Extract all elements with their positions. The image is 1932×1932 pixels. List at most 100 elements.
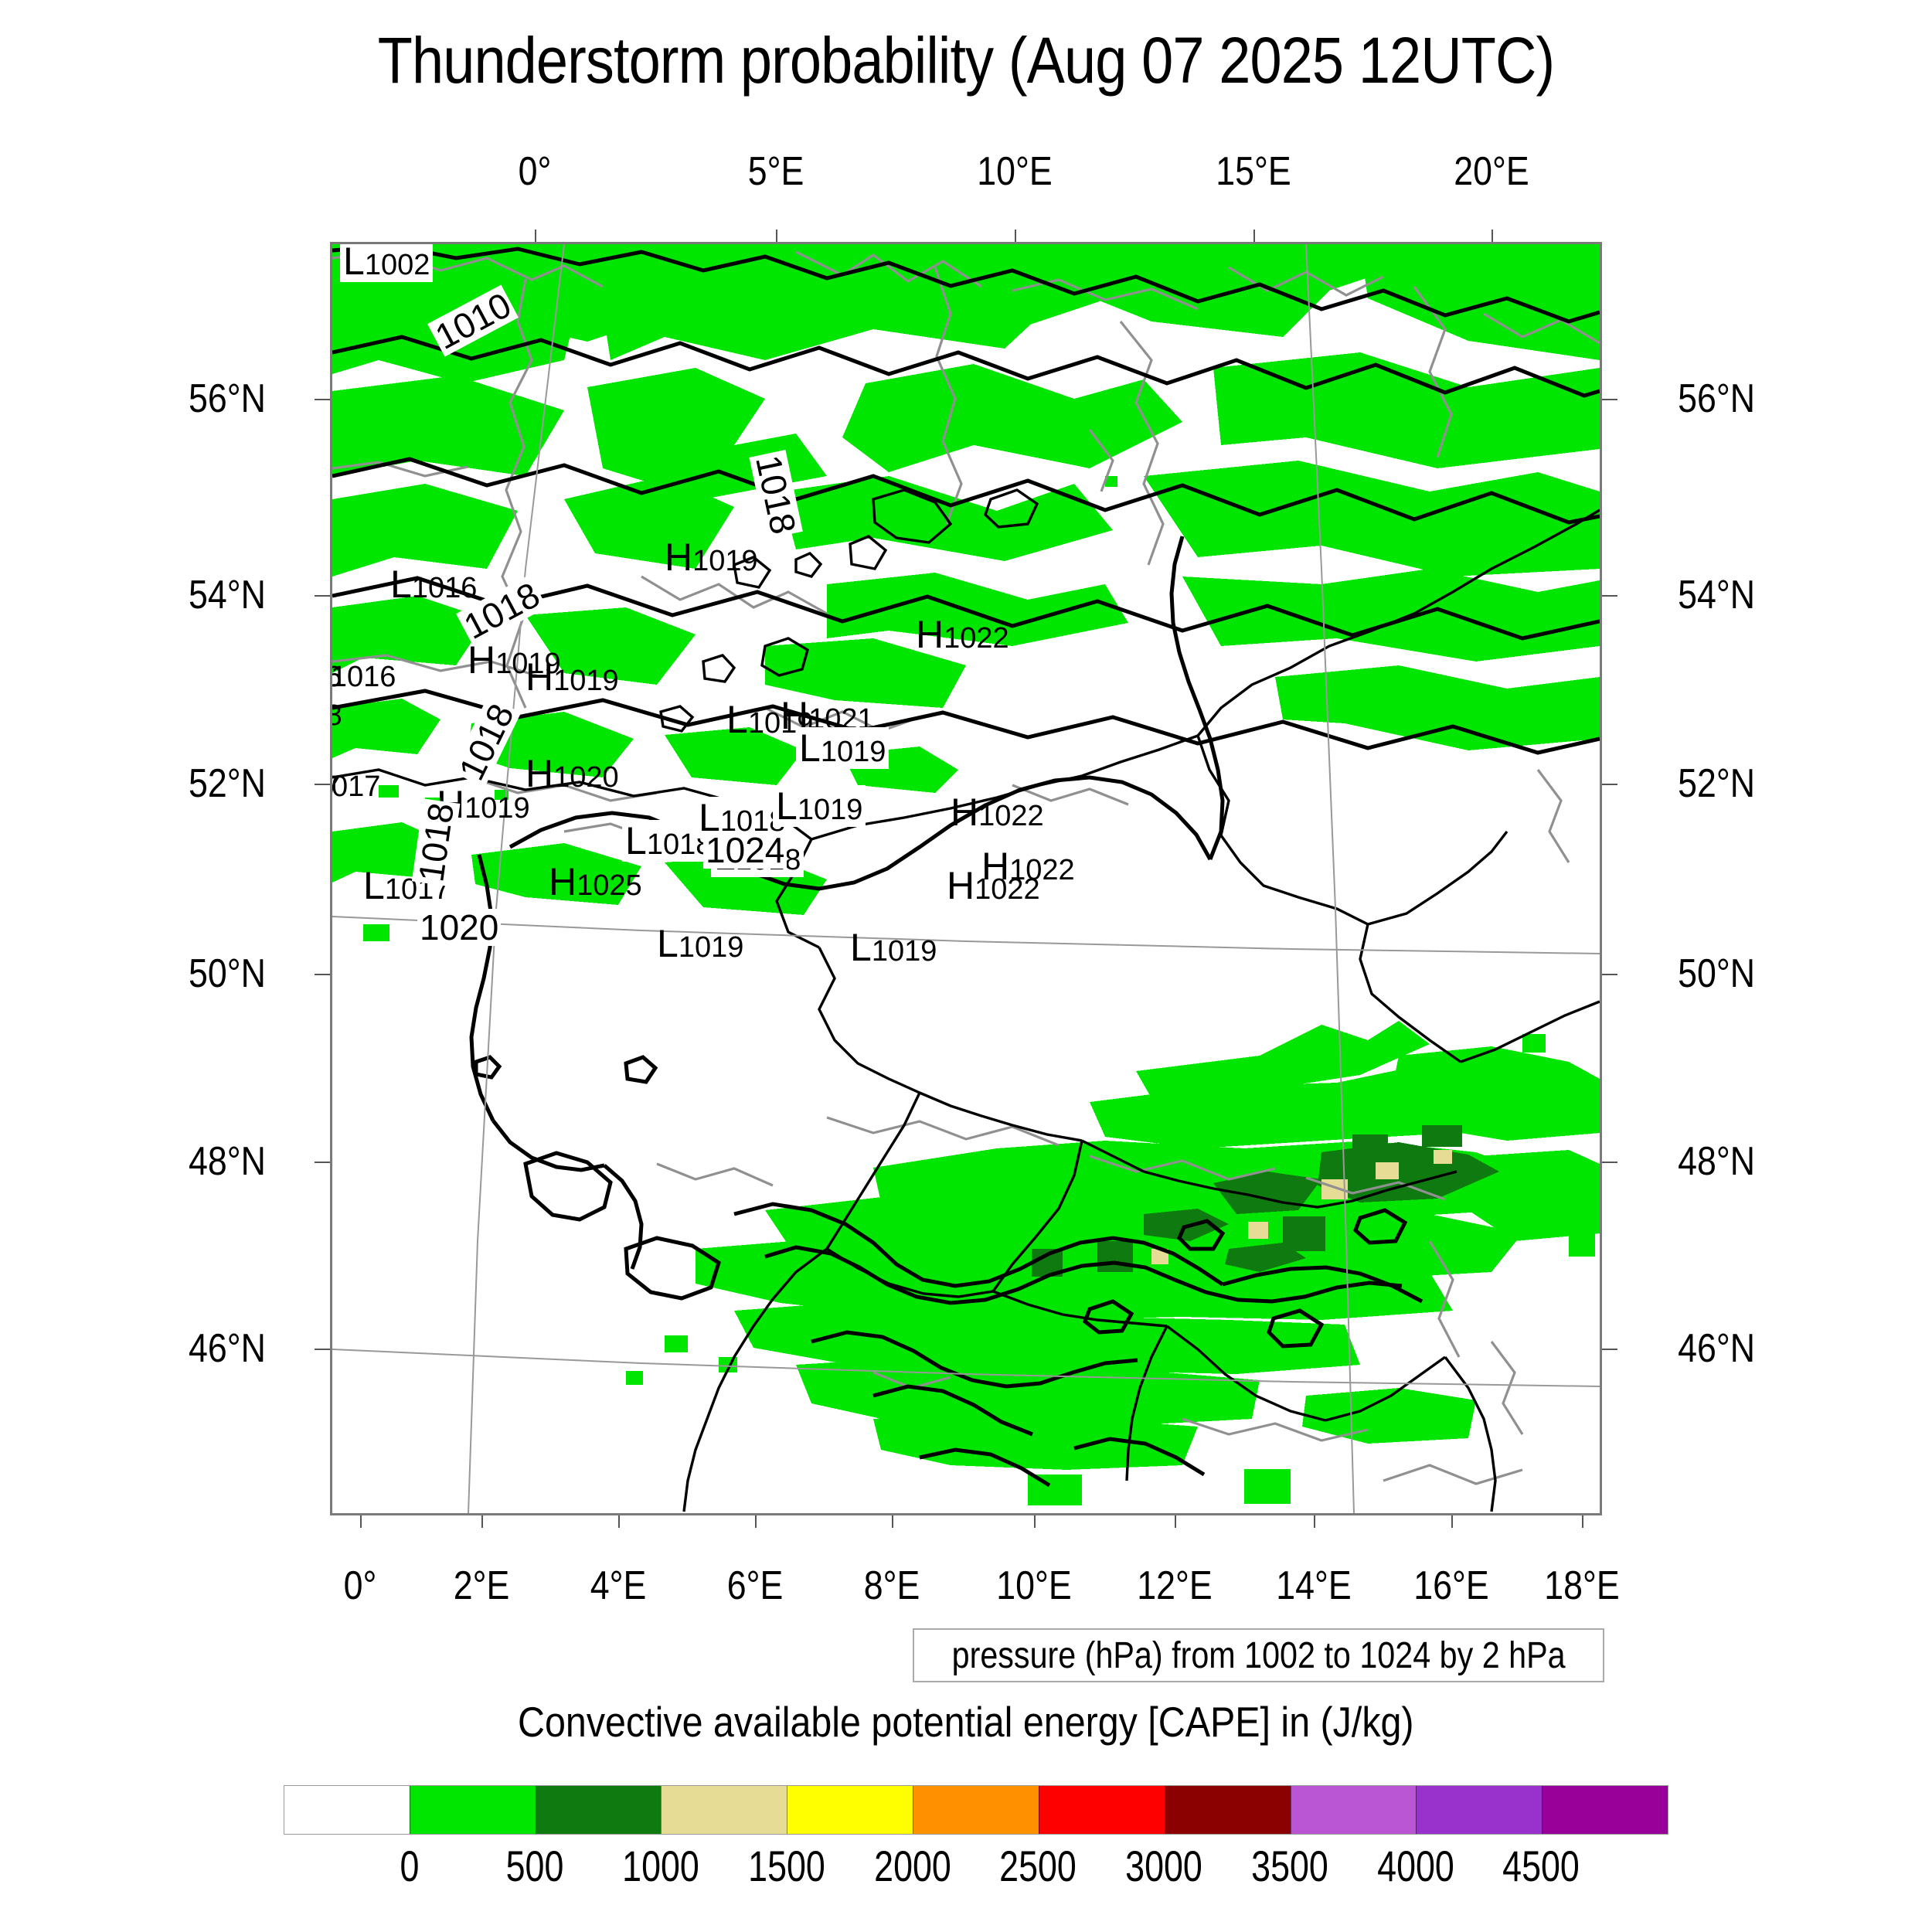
low-pressure-marker: L1016	[332, 654, 342, 692]
pressure-marker-value: 1002	[364, 249, 430, 281]
high-pressure-marker: H1019	[468, 641, 561, 679]
axis-right-label: 52°N	[1678, 761, 1756, 806]
pressure-marker-type: L	[799, 726, 821, 770]
pressure-marker-value: 1017	[332, 770, 341, 803]
tick-right	[1602, 784, 1617, 785]
high-pressure-marker: H1020	[526, 754, 619, 793]
colorbar-swatch[interactable]	[409, 1786, 536, 1834]
colorbar-swatch[interactable]	[1164, 1786, 1291, 1834]
pressure-marker-value: 1019	[495, 648, 561, 680]
cape-shading-khaki	[1151, 1150, 1452, 1264]
high-pressure-marker: H1017	[332, 764, 341, 803]
pressure-marker-value: 1016	[411, 572, 478, 604]
tick-left	[315, 399, 330, 400]
colorbar-swatch[interactable]	[787, 1786, 913, 1834]
pressure-marker-value: 1020	[553, 761, 619, 794]
axis-left-label: 56°N	[188, 376, 266, 421]
pressure-marker-type: L	[363, 864, 385, 907]
colorbar-tick-label: 3500	[1251, 1842, 1328, 1890]
axis-left-label: 54°N	[188, 573, 266, 617]
colorbar-swatch[interactable]	[1416, 1786, 1543, 1834]
axis-left-label: 52°N	[188, 761, 266, 806]
colorbar-tick-label: 500	[505, 1842, 564, 1890]
colorbar-tick-label: 2000	[874, 1842, 951, 1890]
cape-caption: Convective available potential energy [C…	[0, 1697, 1932, 1747]
colorbar-swatch[interactable]	[1290, 1786, 1417, 1834]
pressure-marker-value: 1022	[975, 873, 1040, 906]
tick-left	[315, 1162, 330, 1163]
pressure-marker-type: L	[776, 784, 798, 828]
pressure-marker-type: H	[526, 752, 554, 795]
high-pressure-marker: H1022	[981, 847, 1075, 886]
colorbar-tick-label: 1500	[748, 1842, 825, 1890]
pressure-marker-value: 1019	[678, 931, 744, 964]
colorbar-swatch[interactable]	[661, 1786, 787, 1834]
pressure-marker-type: L	[343, 242, 365, 283]
tick-top	[776, 230, 777, 242]
tick-bottom	[1314, 1515, 1315, 1528]
tick-right	[1602, 974, 1617, 975]
axis-top-label: 15°E	[1216, 149, 1291, 194]
colorbar-swatch[interactable]	[913, 1786, 1039, 1834]
axis-right-label: 50°N	[1678, 951, 1756, 996]
low-pressure-marker: L1019	[850, 928, 937, 967]
pressure-marker-type: L	[850, 926, 872, 969]
colorbar-tick-label: 3000	[1125, 1842, 1202, 1890]
pressure-marker-value: 1019	[464, 792, 530, 825]
tick-bottom	[755, 1515, 757, 1528]
colorbar-tick-label: 4000	[1377, 1842, 1454, 1890]
contour-label: 1020	[417, 909, 502, 946]
pressure-legend-text: pressure (hPa) from 1002 to 1024 by 2 hP…	[951, 1634, 1566, 1676]
high-pressure-marker: H1019	[665, 538, 758, 577]
high-pressure-marker: H1022	[916, 615, 1009, 654]
cape-colorbar[interactable]	[284, 1785, 1668, 1835]
axis-top-label: 0°	[518, 149, 552, 194]
tick-bottom	[618, 1515, 620, 1528]
axis-bottom-label: 4°E	[590, 1563, 647, 1608]
colorbar-swatch[interactable]	[284, 1786, 410, 1834]
pressure-marker-type: H	[468, 638, 496, 682]
low-pressure-marker: L1019	[773, 785, 866, 827]
pressure-marker-value: 1019	[797, 794, 863, 826]
tick-bottom	[1451, 1515, 1453, 1528]
pressure-marker-value: 1022	[944, 622, 1009, 655]
axis-right-label: 56°N	[1678, 376, 1756, 421]
pressure-marker-value: 1019	[553, 665, 619, 697]
low-pressure-marker: L1019	[657, 924, 743, 963]
cape-colorbar-ticks: 0 500 1000 1500 2000 2500 3000 3500 4000 4500	[284, 1841, 1668, 1895]
pressure-marker-type: L	[625, 819, 647, 862]
pressure-marker-value: 1025	[577, 869, 642, 902]
axis-bottom-label: 10°E	[996, 1563, 1072, 1608]
pressure-marker-value: 1022	[978, 800, 1044, 832]
high-pressure-marker: H1022	[951, 793, 1044, 832]
pressure-marker-type: L	[726, 698, 748, 741]
pressure-marker-type: H	[665, 536, 693, 579]
pressure-marker-value: 1022	[1009, 854, 1075, 886]
colorbar-swatch[interactable]	[535, 1786, 662, 1834]
tick-right	[1602, 595, 1617, 597]
tick-bottom	[1582, 1515, 1583, 1528]
axis-top-label: 10°E	[977, 149, 1053, 194]
axis-bottom-label: 0°	[343, 1563, 377, 1608]
axis-bottom-label: 6°E	[726, 1563, 784, 1608]
tick-left	[315, 974, 330, 975]
map-plot-area[interactable]: L1002H1017L1016L1016L1016H1018H1017L1017…	[330, 242, 1602, 1515]
axis-top-label: 5°E	[747, 149, 804, 194]
colorbar-swatch[interactable]	[1038, 1786, 1165, 1834]
low-pressure-marker: L1019	[796, 727, 889, 769]
contour-label: 1024	[703, 832, 787, 869]
tick-top	[1253, 230, 1255, 242]
colorbar-tick-label: 0	[400, 1842, 420, 1890]
low-pressure-marker: L1002	[340, 242, 434, 283]
pressure-marker-value: 1018	[332, 699, 342, 732]
colorbar-swatch[interactable]	[1542, 1786, 1668, 1834]
pressure-marker-value: 1017	[331, 770, 381, 803]
tick-top	[1492, 230, 1493, 242]
colorbar-tick-label: 2500	[999, 1842, 1077, 1890]
cape-caption-text: Convective available potential energy [C…	[518, 1698, 1414, 1746]
pressure-marker-type: H	[526, 655, 554, 699]
pressure-marker-value: 1019	[692, 545, 758, 577]
cape-shading-green	[332, 244, 1600, 1505]
tick-left	[315, 784, 330, 785]
country-borders	[332, 488, 1600, 1512]
